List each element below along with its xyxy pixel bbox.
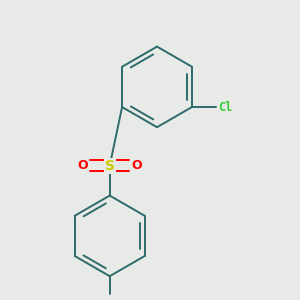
Text: O: O	[77, 159, 88, 172]
Text: O: O	[132, 159, 142, 172]
Text: S: S	[105, 159, 115, 173]
Text: Cl: Cl	[218, 100, 232, 114]
